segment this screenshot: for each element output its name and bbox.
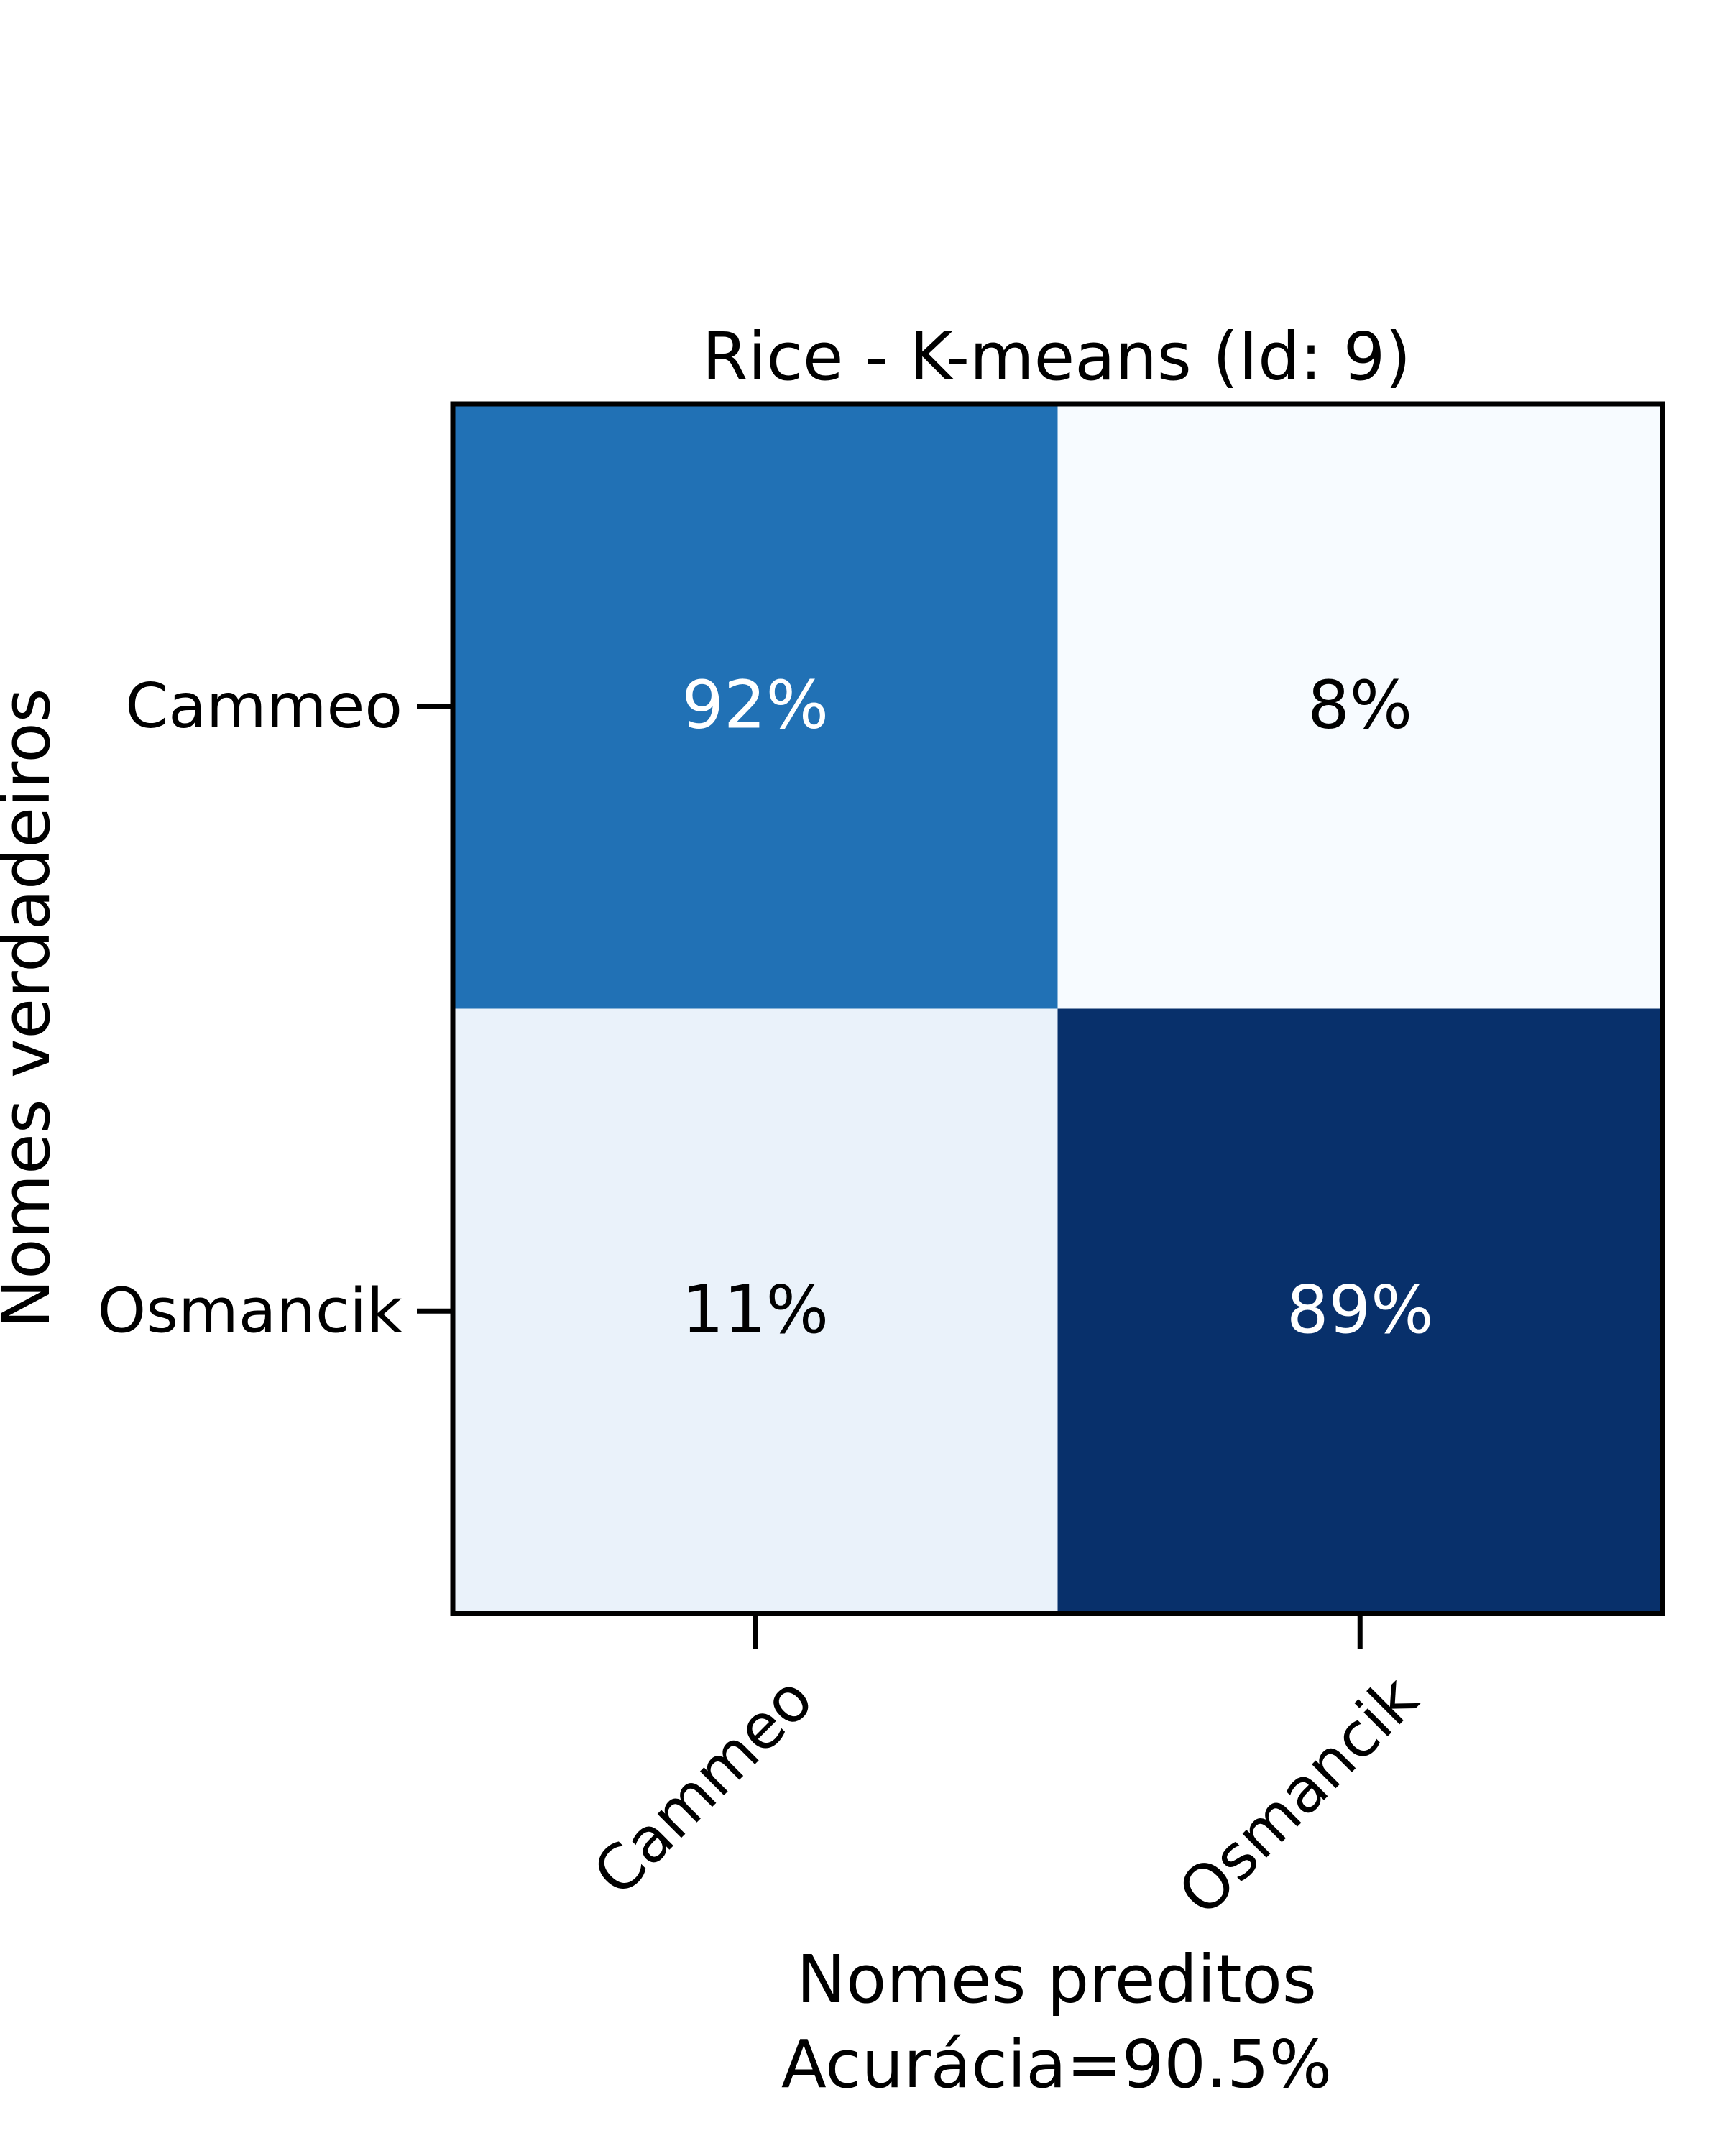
cell-label-osmancik-cammeo: 11% [682,1271,829,1348]
cell-label-osmancik-osmancik: 89% [1287,1271,1433,1348]
x-axis-ticks: Cammeo Osmancik [580,1613,1432,1930]
x-axis-label: Nomes preditos [796,1941,1317,2018]
heatmap-cell-cammeo-osmancik [1057,404,1662,1009]
y-axis-ticks: Cammeo Osmancik [98,671,453,1347]
plot-frame [450,401,1665,1616]
heatmap-cell-osmancik-osmancik [1057,1008,1662,1613]
heatmap-cells [453,404,1662,1613]
heatmap-cell-cammeo-cammeo [453,404,1058,1009]
heatmap-cell-labels: 92% 8% 11% 89% [682,666,1434,1348]
y-tick-label-cammeo: Cammeo [125,671,402,742]
x-tick-label-osmancik: Osmancik [1165,1663,1432,1930]
y-tick-label-osmancik: Osmancik [98,1275,403,1347]
cell-label-cammeo-osmancik: 8% [1307,666,1412,743]
accuracy-label: Acurácia=90.5% [781,2026,1332,2103]
y-axis-label: Nomes verdadeiros [0,688,65,1328]
cell-label-cammeo-cammeo: 92% [682,666,829,743]
chart-title: Rice - K-means (Id: 9) [702,318,1411,395]
heatmap-cell-osmancik-cammeo [453,1008,1058,1613]
x-tick-label-cammeo: Cammeo [580,1663,827,1910]
